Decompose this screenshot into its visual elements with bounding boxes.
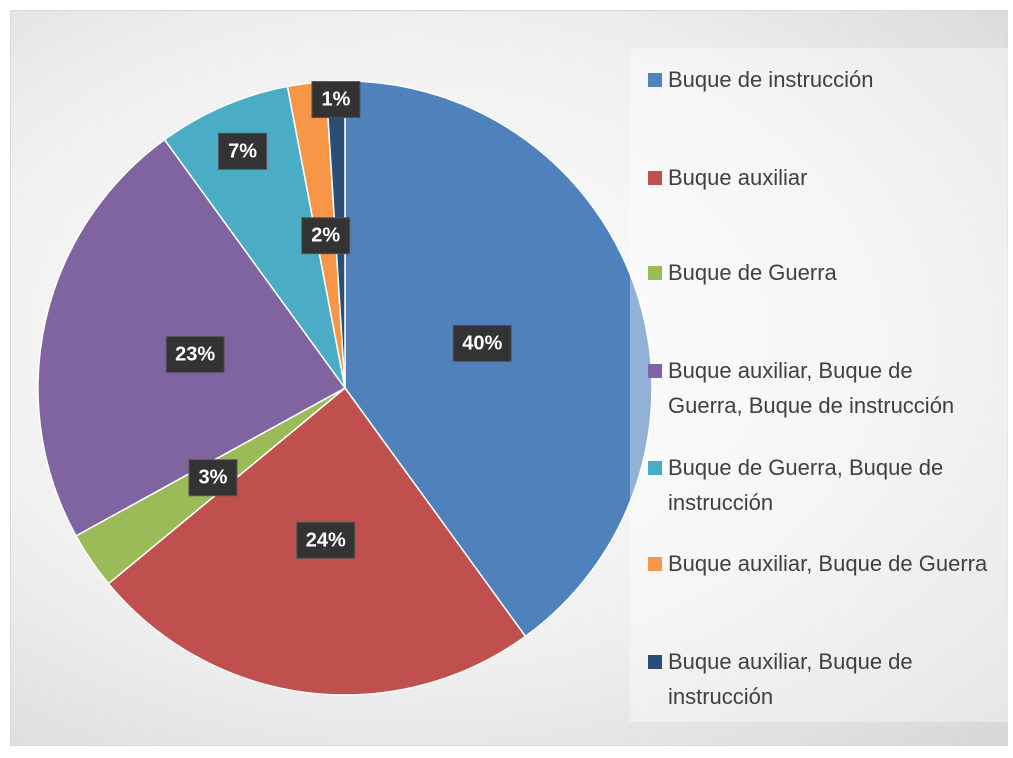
data-label: 3% [199, 467, 228, 489]
data-label-box [452, 324, 512, 362]
legend-label: Buque de instrucción [668, 67, 874, 92]
data-label: 40% [462, 332, 502, 354]
legend-swatch [648, 364, 662, 378]
legend-item: Buque de Guerra [648, 255, 993, 290]
data-label-box [311, 81, 361, 119]
data-label: 7% [228, 140, 257, 162]
legend-swatch [648, 461, 662, 475]
data-label: 2% [311, 225, 340, 247]
legend-item: Buque auxiliar [648, 160, 993, 195]
pie-slice [163, 85, 346, 389]
data-label-box [296, 521, 356, 559]
legend-item: Buque de instrucción [648, 62, 993, 97]
legend-panel [630, 48, 1008, 722]
data-label-box [218, 132, 268, 170]
legend-swatch [648, 73, 662, 87]
legend-item: Buque auxiliar, Buque de instrucción [648, 644, 993, 714]
data-label: 1% [321, 89, 350, 111]
legend-label: Buque auxiliar, Buque de instrucción [668, 649, 913, 709]
legend-swatch [648, 655, 662, 669]
legend-swatch [648, 557, 662, 571]
legend-label: Buque de Guerra [668, 260, 837, 285]
data-label-box [165, 336, 225, 374]
legend-swatch [648, 266, 662, 280]
legend-swatch [648, 171, 662, 185]
legend-item: Buque de Guerra, Buque de instrucción [648, 450, 993, 520]
legend-label: Buque auxiliar, Buque de Guerra [668, 551, 988, 576]
legend-label: Buque auxiliar [668, 165, 808, 190]
legend-label: Buque de Guerra, Buque de instrucción [668, 455, 944, 515]
legend-item: Buque auxiliar, Buque de Guerra, Buque d… [648, 353, 993, 423]
data-label-box [301, 217, 351, 255]
data-label: 24% [306, 529, 346, 551]
legend-label: Buque auxiliar, Buque de Guerra, Buque d… [668, 358, 955, 418]
data-label: 23% [175, 344, 215, 366]
data-label-box [188, 459, 238, 497]
legend-item: Buque auxiliar, Buque de Guerra [648, 546, 993, 581]
